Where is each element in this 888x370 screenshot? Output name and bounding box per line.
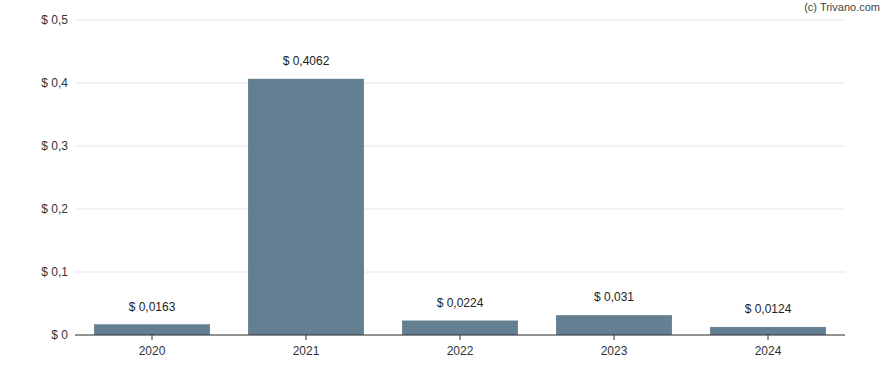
grid-line — [75, 272, 845, 273]
grid-line — [75, 83, 845, 84]
grid-line — [75, 209, 845, 210]
y-tick-label: $ 0,1 — [41, 265, 68, 279]
data-label: $ 0,0124 — [745, 302, 792, 316]
y-tick-label: $ 0,3 — [41, 139, 68, 153]
x-tick — [152, 335, 153, 340]
data-label: $ 0,0163 — [129, 300, 176, 314]
bars — [94, 79, 826, 335]
grid — [75, 20, 845, 335]
x-tick-label: 2021 — [293, 344, 320, 358]
y-tick-label: $ 0,2 — [41, 202, 68, 216]
x-tick — [614, 335, 615, 340]
y-tick-label: $ 0,4 — [41, 76, 68, 90]
x-tick-label: 2020 — [139, 344, 166, 358]
x-tick-label: 2022 — [447, 344, 474, 358]
grid-line — [75, 146, 845, 147]
data-label: $ 0,0224 — [437, 296, 484, 310]
chart-svg: $ 0 $ 0,1 $ 0,2 $ 0,3 $ 0,4 $ 0,5 $ 0,0163 $ 0,… — [0, 0, 888, 370]
y-tick-label: $ 0 — [51, 328, 68, 342]
x-tick-label: 2023 — [601, 344, 628, 358]
bar — [248, 79, 364, 335]
bar — [402, 321, 518, 335]
bar — [94, 325, 210, 335]
data-label: $ 0,4062 — [283, 54, 330, 68]
x-tick — [460, 335, 461, 340]
chart-container: $ 0 $ 0,1 $ 0,2 $ 0,3 $ 0,4 $ 0,5 $ 0,0163 $ 0,… — [0, 0, 888, 370]
data-label: $ 0,031 — [594, 290, 634, 304]
bar — [556, 315, 672, 335]
bar — [710, 327, 826, 335]
y-tick-label: $ 0,5 — [41, 13, 68, 27]
x-tick — [768, 335, 769, 340]
x-tick — [306, 335, 307, 340]
credit: (c) Trivano.com — [804, 1, 880, 13]
grid-line — [75, 20, 845, 21]
x-tick-label: 2024 — [755, 344, 782, 358]
